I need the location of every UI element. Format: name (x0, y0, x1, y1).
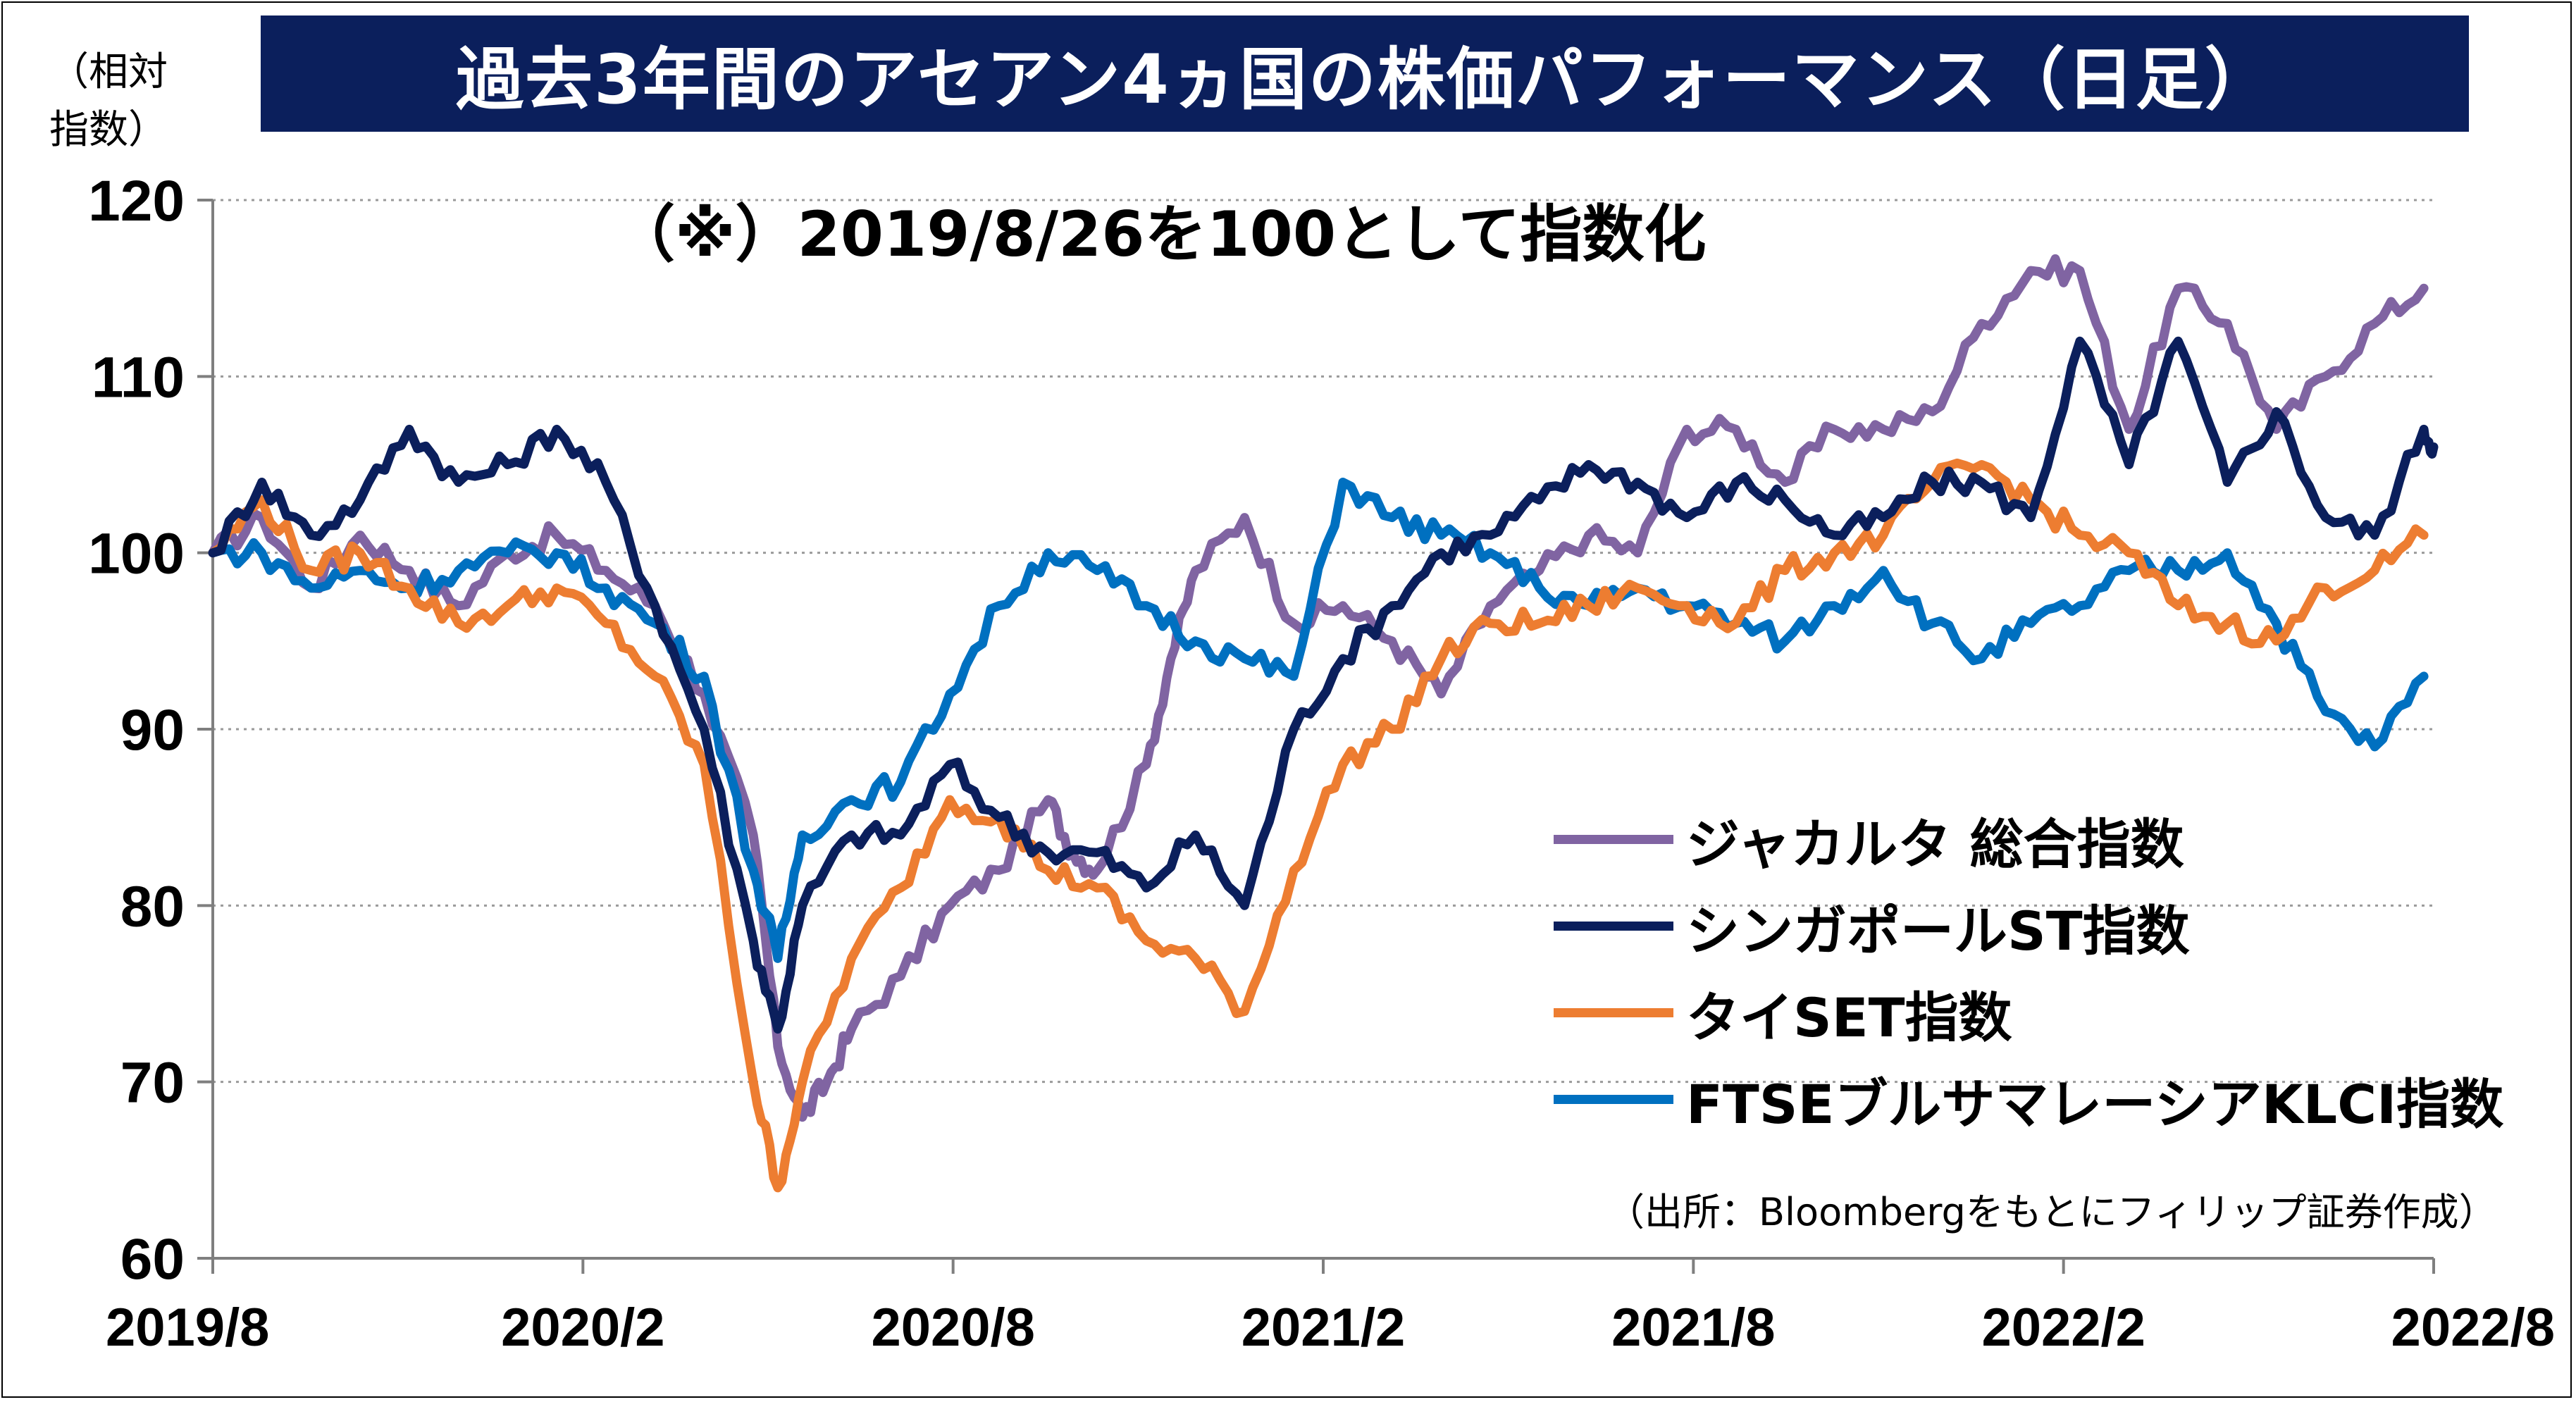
legend-item: タイSET指数 (1554, 969, 2503, 1056)
series-line-0 (208, 254, 2429, 1122)
x-tick-label: 2021/8 (1611, 1298, 1775, 1358)
chart-title: 過去3年間のアセアン4ヵ国の株価パフォーマンス（日足） (261, 15, 2469, 132)
series-lines (208, 254, 2439, 1193)
series-line-2 (208, 458, 2429, 1193)
y-axis-unit-line: 指数） (49, 107, 168, 153)
y-tick-label: 100 (88, 522, 185, 586)
y-tick-label: 90 (120, 698, 185, 762)
axes (197, 199, 2435, 1274)
legend-label: タイSET指数 (1686, 986, 2012, 1049)
legend-label: ジャカルタ 総合指数 (1686, 812, 2184, 876)
legend-swatch (1554, 1008, 1673, 1017)
legend-item: シンガポールST指数 (1554, 883, 2503, 969)
y-tick-label: 80 (120, 874, 185, 938)
y-tick-label: 110 (92, 345, 185, 409)
legend-item: FTSEブルサマレーシアKLCI指数 (1554, 1056, 2503, 1143)
x-tick-label: 2020/2 (501, 1298, 664, 1358)
legend-swatch (1554, 922, 1673, 931)
series-line-1 (208, 336, 2439, 1034)
legend-item: ジャカルタ 総合指数 (1554, 796, 2503, 883)
x-tick-label: 2019/8 (106, 1298, 269, 1358)
legend-label: シンガポールST指数 (1686, 899, 2190, 962)
series-line-3 (208, 478, 2429, 963)
x-tick-label: 2020/8 (871, 1298, 1034, 1358)
legend-label: FTSEブルサマレーシアKLCI指数 (1686, 1072, 2504, 1136)
y-tick-label: 120 (88, 169, 185, 233)
chart-note: （※）2019/8/26を100として指数化 (613, 198, 1707, 271)
x-tick-label: 2022/2 (1981, 1298, 2145, 1358)
y-tick-label: 60 (120, 1227, 185, 1291)
x-tick-label: 2021/2 (1241, 1298, 1405, 1358)
legend-swatch (1554, 835, 1673, 844)
source-note: （出所：Bloombergをもとにフィリップ証券作成） (1606, 1190, 2497, 1234)
x-tick-labels: 2019/8 2020/2 2020/8 2021/2 2021/8 2022/2 2022… (106, 1298, 2555, 1358)
y-tick-label: 70 (120, 1051, 185, 1115)
y-tick-labels: 60 70 80 90 100 110 120 (88, 169, 185, 1291)
x-tick-label: 2022/8 (2391, 1298, 2555, 1358)
legend: ジャカルタ 総合指数 シンガポールST指数 タイSET指数 FTSEブルサマレーシアK… (1554, 796, 2503, 1143)
y-axis-unit: （相対指数） (49, 44, 204, 159)
y-axis-unit-line: （相対 (49, 49, 168, 95)
legend-swatch (1554, 1095, 1673, 1104)
